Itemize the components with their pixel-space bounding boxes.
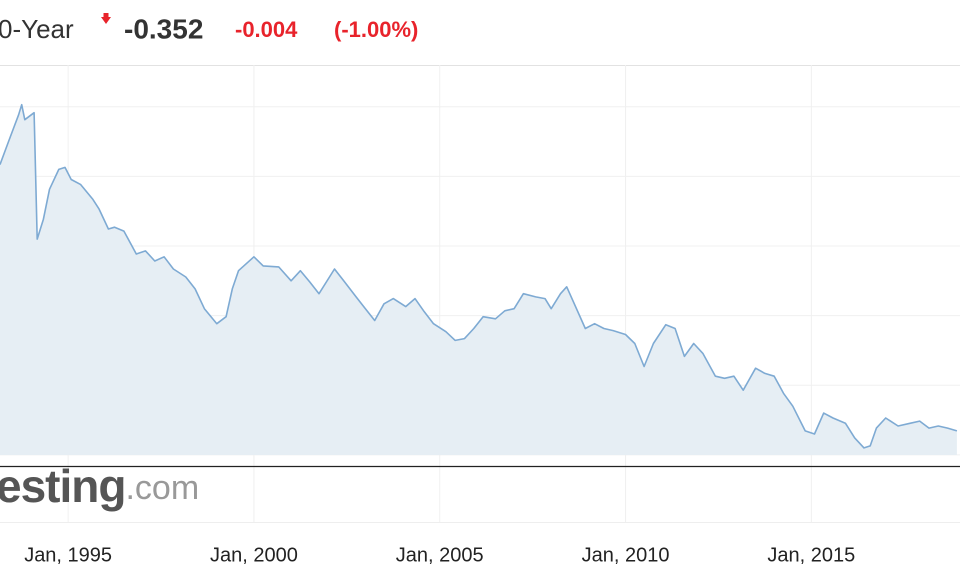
watermark-domain: .com (125, 469, 199, 507)
watermark: esting.com (0, 460, 199, 512)
x-tick-label: Jan, 1995 (24, 544, 112, 566)
x-tick-label: Jan, 2000 (210, 544, 298, 566)
down-arrow-stem (103, 13, 109, 18)
plot-area (0, 103, 958, 455)
instrument-title: 0-Year (0, 14, 74, 44)
line (0, 103, 958, 449)
x-tick-label: Jan, 2005 (396, 544, 484, 566)
x-tick-label: Jan, 2015 (767, 544, 855, 566)
x-axis: Jan, 1995 Jan, 2000 Jan, 2005 Jan, 2010 Jan,… (24, 544, 855, 566)
price-change-percent: (-1.00%) (334, 17, 418, 42)
last-price: -0.352 (124, 13, 203, 44)
area-fill (0, 104, 957, 455)
price-change: -0.004 (235, 17, 298, 42)
x-tick-label: Jan, 2010 (582, 544, 670, 566)
down-arrow-icon (101, 17, 111, 24)
watermark-brand: esting (0, 460, 125, 512)
